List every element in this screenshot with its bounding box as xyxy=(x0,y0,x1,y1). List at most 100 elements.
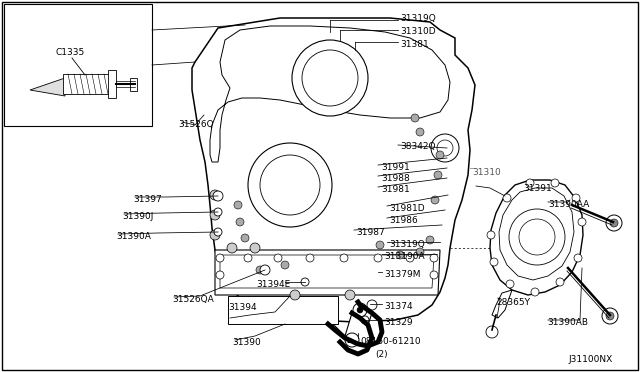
Circle shape xyxy=(430,271,438,279)
Circle shape xyxy=(290,290,300,300)
Circle shape xyxy=(301,278,309,286)
Circle shape xyxy=(213,191,223,201)
Circle shape xyxy=(292,40,368,116)
Circle shape xyxy=(430,254,438,262)
Bar xyxy=(130,78,137,91)
Polygon shape xyxy=(215,250,440,295)
Text: 31390AB: 31390AB xyxy=(547,318,588,327)
Circle shape xyxy=(244,254,252,262)
Text: 28365Y: 28365Y xyxy=(496,298,530,307)
Text: 31329: 31329 xyxy=(384,318,413,327)
Text: 31319Q: 31319Q xyxy=(400,14,436,23)
Circle shape xyxy=(236,218,244,226)
Polygon shape xyxy=(210,26,450,162)
Circle shape xyxy=(551,179,559,187)
Circle shape xyxy=(376,241,384,249)
Text: 38342Q: 38342Q xyxy=(400,142,435,151)
Circle shape xyxy=(227,243,237,253)
Circle shape xyxy=(357,307,363,313)
Circle shape xyxy=(361,316,369,324)
Circle shape xyxy=(431,134,459,162)
Circle shape xyxy=(531,288,539,296)
Polygon shape xyxy=(192,18,475,322)
Polygon shape xyxy=(492,290,512,318)
Circle shape xyxy=(396,251,404,259)
Text: 31394: 31394 xyxy=(228,303,257,312)
Text: (2): (2) xyxy=(375,350,388,359)
Circle shape xyxy=(210,230,220,240)
Text: 31390: 31390 xyxy=(232,338,260,347)
Circle shape xyxy=(260,265,270,275)
Circle shape xyxy=(406,254,414,262)
Text: 31991: 31991 xyxy=(381,163,410,172)
Circle shape xyxy=(574,254,582,262)
Circle shape xyxy=(436,151,444,159)
Circle shape xyxy=(606,215,622,231)
Circle shape xyxy=(250,243,260,253)
Circle shape xyxy=(281,261,289,269)
Text: 08160-61210: 08160-61210 xyxy=(360,337,420,346)
Circle shape xyxy=(606,312,614,320)
Text: 31390AA: 31390AA xyxy=(548,200,589,209)
Circle shape xyxy=(374,254,382,262)
Polygon shape xyxy=(490,180,583,295)
Circle shape xyxy=(214,208,222,216)
Text: 31394E: 31394E xyxy=(256,280,291,289)
Circle shape xyxy=(306,254,314,262)
Text: 31526QA: 31526QA xyxy=(172,295,214,304)
Text: 31526Q: 31526Q xyxy=(178,120,214,129)
Text: 31390J: 31390J xyxy=(122,212,154,221)
Circle shape xyxy=(214,228,222,236)
Bar xyxy=(4,4,152,126)
Circle shape xyxy=(434,171,442,179)
Circle shape xyxy=(486,326,498,338)
Circle shape xyxy=(216,254,224,262)
Circle shape xyxy=(526,179,534,187)
Text: 31310D: 31310D xyxy=(400,27,436,36)
Text: 31981D: 31981D xyxy=(389,204,424,213)
Polygon shape xyxy=(328,313,382,346)
Circle shape xyxy=(578,218,586,226)
Text: C1335: C1335 xyxy=(55,48,84,57)
Circle shape xyxy=(431,196,439,204)
Circle shape xyxy=(256,266,264,274)
Text: 31986: 31986 xyxy=(389,216,418,225)
Circle shape xyxy=(353,303,367,317)
Text: 31390A: 31390A xyxy=(116,232,151,241)
Circle shape xyxy=(556,278,564,286)
Text: 313190A: 313190A xyxy=(384,252,424,261)
Text: 31381: 31381 xyxy=(400,40,429,49)
Text: 31374: 31374 xyxy=(384,302,413,311)
Text: 31319Q: 31319Q xyxy=(389,240,425,249)
Text: 31981: 31981 xyxy=(381,185,410,194)
Circle shape xyxy=(248,143,332,227)
Circle shape xyxy=(274,254,282,262)
Circle shape xyxy=(210,210,220,220)
Circle shape xyxy=(416,128,424,136)
Text: 31391: 31391 xyxy=(523,184,552,193)
Circle shape xyxy=(367,300,377,310)
Circle shape xyxy=(234,201,242,209)
Text: 31397: 31397 xyxy=(133,195,162,204)
Bar xyxy=(228,296,338,324)
Circle shape xyxy=(490,258,498,266)
Text: 31379M: 31379M xyxy=(384,270,420,279)
Circle shape xyxy=(210,190,220,200)
Text: B: B xyxy=(346,338,351,344)
Text: 31310: 31310 xyxy=(472,168,500,177)
Circle shape xyxy=(340,254,348,262)
Circle shape xyxy=(610,219,618,227)
Circle shape xyxy=(416,248,424,256)
Circle shape xyxy=(345,333,359,347)
Polygon shape xyxy=(30,78,65,96)
Text: 31987: 31987 xyxy=(356,228,385,237)
Circle shape xyxy=(487,231,495,239)
Circle shape xyxy=(216,271,224,279)
Circle shape xyxy=(572,194,580,202)
Text: J31100NX: J31100NX xyxy=(568,355,612,364)
Bar xyxy=(63,74,115,94)
Text: 31988: 31988 xyxy=(381,174,410,183)
Circle shape xyxy=(506,280,514,288)
Circle shape xyxy=(503,194,511,202)
Circle shape xyxy=(241,234,249,242)
